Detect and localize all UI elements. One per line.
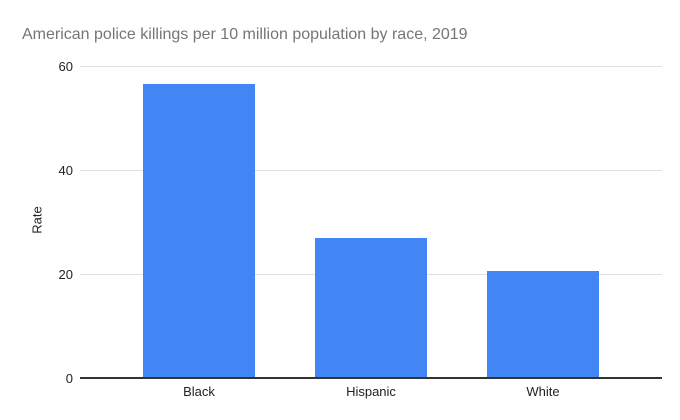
plot-area xyxy=(80,66,662,379)
y-tick-label-60: 60 xyxy=(58,59,73,74)
y-axis-title: Rate xyxy=(29,206,45,234)
x-axis-line xyxy=(80,377,662,379)
gridline-40 xyxy=(80,170,662,171)
chart-title: American police killings per 10 million … xyxy=(22,26,468,43)
x-axis-label-white: White xyxy=(526,384,560,399)
y-tick-label-40: 40 xyxy=(58,163,73,178)
y-tick-label-20: 20 xyxy=(58,267,73,282)
bar-hispanic xyxy=(315,238,427,378)
gridline-60 xyxy=(80,66,662,67)
bar-black xyxy=(143,84,255,378)
y-tick-label-0: 0 xyxy=(65,371,73,386)
x-axis-label-black: Black xyxy=(183,384,215,399)
x-axis-label-hispanic: Hispanic xyxy=(346,384,396,399)
bar-white xyxy=(487,271,599,378)
